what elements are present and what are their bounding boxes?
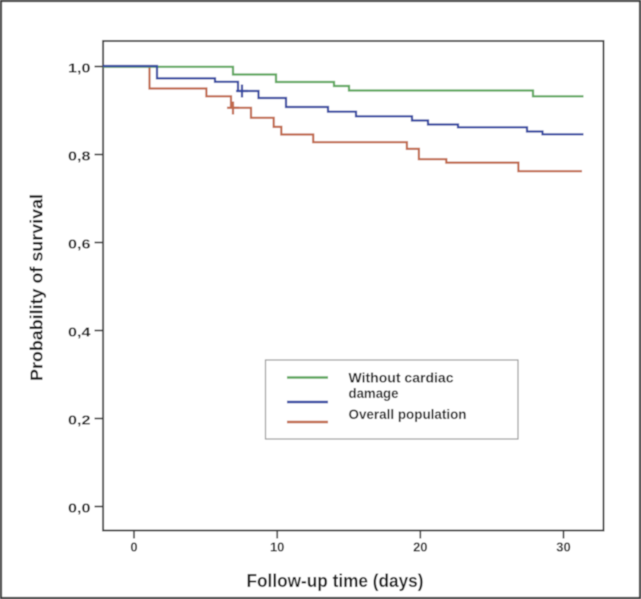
svg-text:0,8: 0,8 xyxy=(68,149,91,164)
svg-text:1,0: 1,0 xyxy=(68,61,91,76)
svg-text:0,4: 0,4 xyxy=(68,325,91,340)
svg-text:Overall population: Overall population xyxy=(349,406,467,422)
svg-text:0,6: 0,6 xyxy=(68,237,91,252)
svg-text:Follow-up time (days): Follow-up time (days) xyxy=(247,570,424,591)
svg-text:damage: damage xyxy=(349,385,399,401)
svg-text:30: 30 xyxy=(556,540,570,555)
svg-text:20: 20 xyxy=(413,540,427,555)
svg-text:Probability of survival: Probability of survival xyxy=(27,194,47,381)
svg-text:Without cardiac: Without cardiac xyxy=(349,370,454,386)
svg-text:0,0: 0,0 xyxy=(68,501,91,516)
svg-text:10: 10 xyxy=(270,540,284,555)
svg-text:0,2: 0,2 xyxy=(68,413,91,428)
svg-text:0: 0 xyxy=(130,540,137,555)
